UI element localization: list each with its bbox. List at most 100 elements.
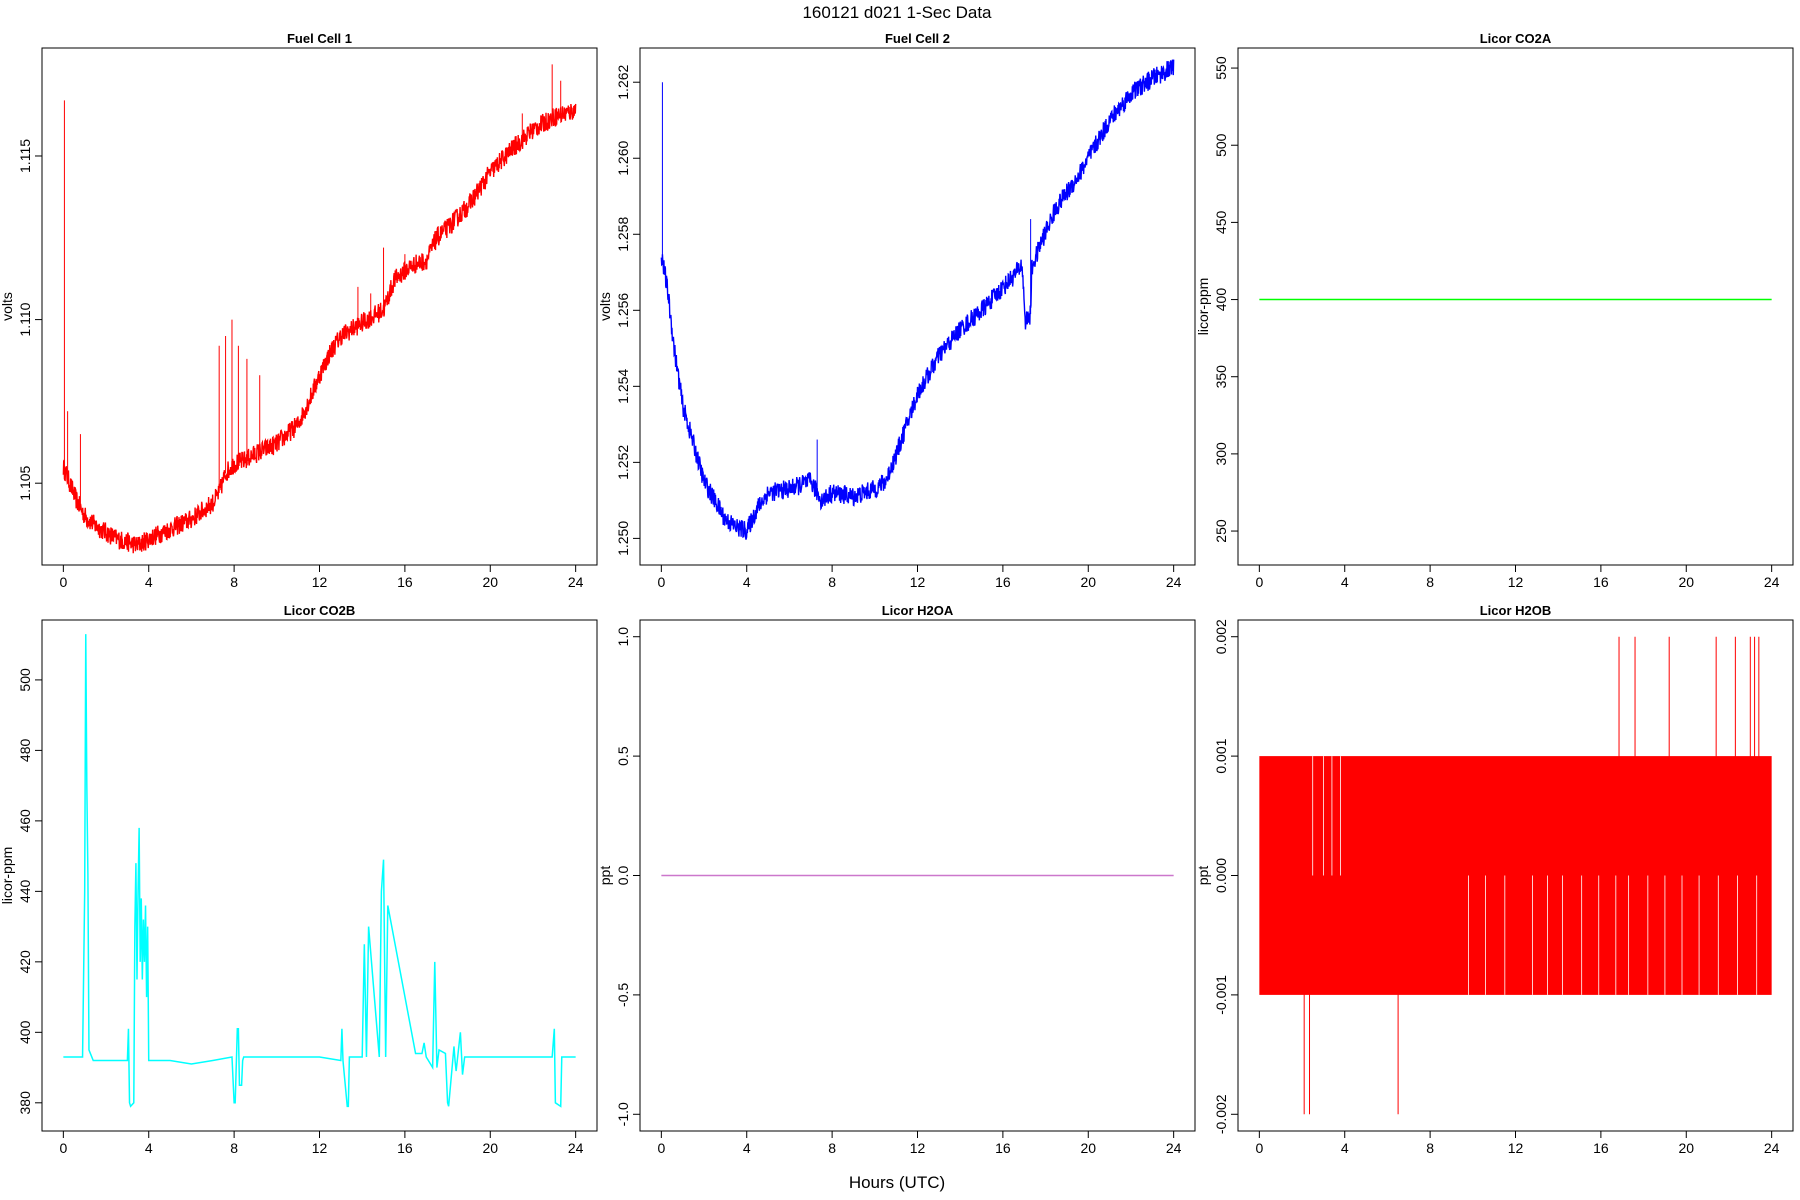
- y-tick-label: 550: [1213, 56, 1229, 80]
- data-layer: [1259, 636, 1772, 1115]
- x-tick-label: 16: [397, 1140, 413, 1156]
- y-axis-label: licor-ppm: [1195, 278, 1211, 336]
- x-tick-label: 16: [995, 574, 1011, 590]
- x-tick-label: 8: [828, 1140, 836, 1156]
- x-tick-label: 16: [1593, 1140, 1609, 1156]
- x-tick-label: 12: [1508, 574, 1524, 590]
- x-tick-label: 20: [1080, 574, 1096, 590]
- panel-1: Fuel Cell 1 volts 0 4 8 12 16 20 24 1.105 1.110 1.1…: [0, 31, 598, 590]
- x-tick-label: 16: [1593, 574, 1609, 590]
- panel-2: Fuel Cell 2 volts 0 4 8 12 16 20 24 1.250 1.252 1.2…: [597, 31, 1196, 590]
- y-tick-label: 350: [1213, 365, 1229, 389]
- x-tick-label: 12: [312, 1140, 328, 1156]
- x-tick-label: 20: [1678, 574, 1694, 590]
- x-tick-label: 20: [482, 574, 498, 590]
- y-tick-label: 1.110: [17, 302, 33, 336]
- y-tick-label: 0.002: [1213, 619, 1229, 654]
- y-tick-label: -0.5: [615, 983, 631, 1007]
- y-tick-label: 1.0: [615, 627, 631, 647]
- x-tick-label: 8: [230, 1140, 238, 1156]
- y-axis-label: ppt: [1195, 866, 1211, 886]
- x-tick-label: 24: [568, 1140, 584, 1156]
- series-fill: [1259, 756, 1772, 995]
- y-tick-label: 250: [1213, 519, 1229, 543]
- x-tick-label: 0: [1255, 574, 1263, 590]
- x-tick-label: 0: [59, 574, 67, 590]
- y-tick-label: 1.115: [17, 139, 33, 173]
- x-tick-label: 24: [1764, 1140, 1780, 1156]
- panel-3: Licor CO2A licor-ppm 0 4 8 12 16 20 24 250 300 350 4…: [1195, 31, 1794, 590]
- y-tick-label: 500: [1213, 133, 1229, 157]
- x-tick-label: 20: [1080, 1140, 1096, 1156]
- panel-title: Fuel Cell 1: [287, 31, 352, 46]
- panel-title: Fuel Cell 2: [885, 31, 950, 46]
- x-tick-label: 8: [1426, 574, 1434, 590]
- x-tick-label: 24: [1166, 574, 1182, 590]
- y-tick-label: -0.002: [1213, 1094, 1229, 1134]
- y-tick-label: 380: [17, 1091, 33, 1115]
- y-tick-label: 420: [17, 950, 33, 974]
- x-tick-label: 4: [1341, 574, 1349, 590]
- y-tick-label: 1.256: [615, 293, 631, 328]
- x-tick-label: 4: [743, 574, 751, 590]
- plot-frame: [639, 47, 1196, 566]
- x-tick-label: 4: [145, 574, 153, 590]
- panel-5: Licor H2OA ppt 0 4 8 12 16 20 24 -1.0 -0.5 0.0 0.5 1.…: [597, 603, 1196, 1156]
- figure-title: 160121 d021 1-Sec Data: [802, 3, 992, 22]
- panel-title: Licor H2OB: [1480, 603, 1552, 618]
- y-tick-label: 500: [17, 668, 33, 692]
- x-tick-label: 12: [312, 574, 328, 590]
- y-tick-label: 1.260: [615, 141, 631, 176]
- x-tick-label: 12: [910, 574, 926, 590]
- y-tick-label: 0.5: [615, 746, 631, 766]
- y-tick-label: 400: [17, 1020, 33, 1044]
- x-tick-label: 24: [1166, 1140, 1182, 1156]
- y-tick-label: -0.001: [1213, 975, 1229, 1015]
- data-layer: [63, 634, 576, 1108]
- data-layer: [660, 59, 1175, 540]
- x-tick-label: 12: [910, 1140, 926, 1156]
- y-tick-label: 440: [17, 879, 33, 903]
- plot-frame: [1237, 47, 1794, 566]
- y-tick-label: 1.105: [17, 465, 33, 500]
- panel-4: Licor CO2B licor-ppm 0 4 8 12 16 20 24 380 400 420 4…: [0, 603, 598, 1156]
- y-tick-label: 0.001: [1213, 738, 1229, 773]
- x-tick-label: 16: [397, 574, 413, 590]
- x-tick-label: 8: [230, 574, 238, 590]
- y-tick-label: 1.262: [615, 64, 631, 99]
- y-tick-label: 1.252: [615, 445, 631, 480]
- y-tick-label: 460: [17, 809, 33, 833]
- x-tick-label: 0: [657, 574, 665, 590]
- x-tick-label: 4: [743, 1140, 751, 1156]
- x-tick-label: 8: [1426, 1140, 1434, 1156]
- y-tick-label: 300: [1213, 442, 1229, 466]
- y-tick-label: 0.0: [615, 866, 631, 886]
- y-axis-label: volts: [0, 292, 15, 321]
- x-tick-label: 20: [482, 1140, 498, 1156]
- x-tick-label: 16: [995, 1140, 1011, 1156]
- y-axis-label: volts: [597, 292, 613, 321]
- y-tick-label: 400: [1213, 288, 1229, 312]
- y-tick-label: 450: [1213, 210, 1229, 234]
- data-layer: [62, 64, 577, 554]
- x-tick-label: 0: [59, 1140, 67, 1156]
- x-tick-label: 8: [828, 574, 836, 590]
- x-tick-label: 0: [657, 1140, 665, 1156]
- y-axis-label: licor-ppm: [0, 847, 15, 905]
- panel-title: Licor CO2B: [284, 603, 356, 618]
- x-tick-label: 4: [1341, 1140, 1349, 1156]
- figure-x-axis-label: Hours (UTC): [849, 1173, 945, 1192]
- y-tick-label: 480: [17, 739, 33, 763]
- y-tick-label: 0.000: [1213, 858, 1229, 893]
- panel-grid: Fuel Cell 1 volts 0 4 8 12 16 20 24 1.105 1.110 1.1…: [0, 31, 1794, 1156]
- y-tick-label: -1.0: [615, 1102, 631, 1126]
- x-tick-label: 4: [145, 1140, 153, 1156]
- y-tick-label: 1.250: [615, 521, 631, 556]
- x-tick-label: 0: [1255, 1140, 1263, 1156]
- y-axis-label: ppt: [597, 866, 613, 886]
- series-line: [660, 59, 1175, 540]
- y-tick-label: 1.254: [615, 369, 631, 404]
- panel-title: Licor H2OA: [882, 603, 954, 618]
- series-line: [62, 103, 577, 554]
